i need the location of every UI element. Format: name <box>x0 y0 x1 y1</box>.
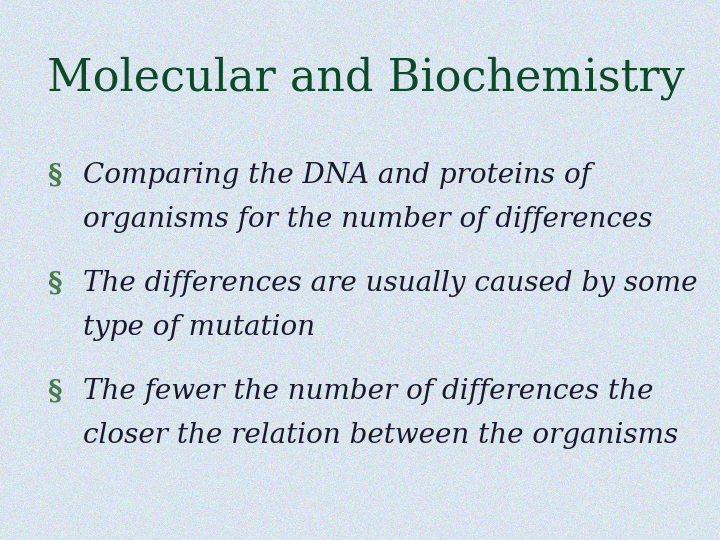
Text: Comparing the DNA and proteins of: Comparing the DNA and proteins of <box>83 162 591 189</box>
Text: The differences are usually caused by some: The differences are usually caused by so… <box>83 270 697 297</box>
Text: type of mutation: type of mutation <box>83 314 315 341</box>
Text: §: § <box>47 162 61 189</box>
Text: The fewer the number of differences the: The fewer the number of differences the <box>83 378 653 405</box>
Text: §: § <box>47 378 61 405</box>
Text: Molecular and Biochemistry: Molecular and Biochemistry <box>47 57 685 100</box>
Text: closer the relation between the organisms: closer the relation between the organism… <box>83 422 678 449</box>
Text: §: § <box>47 270 61 297</box>
Text: organisms for the number of differences: organisms for the number of differences <box>83 206 652 233</box>
